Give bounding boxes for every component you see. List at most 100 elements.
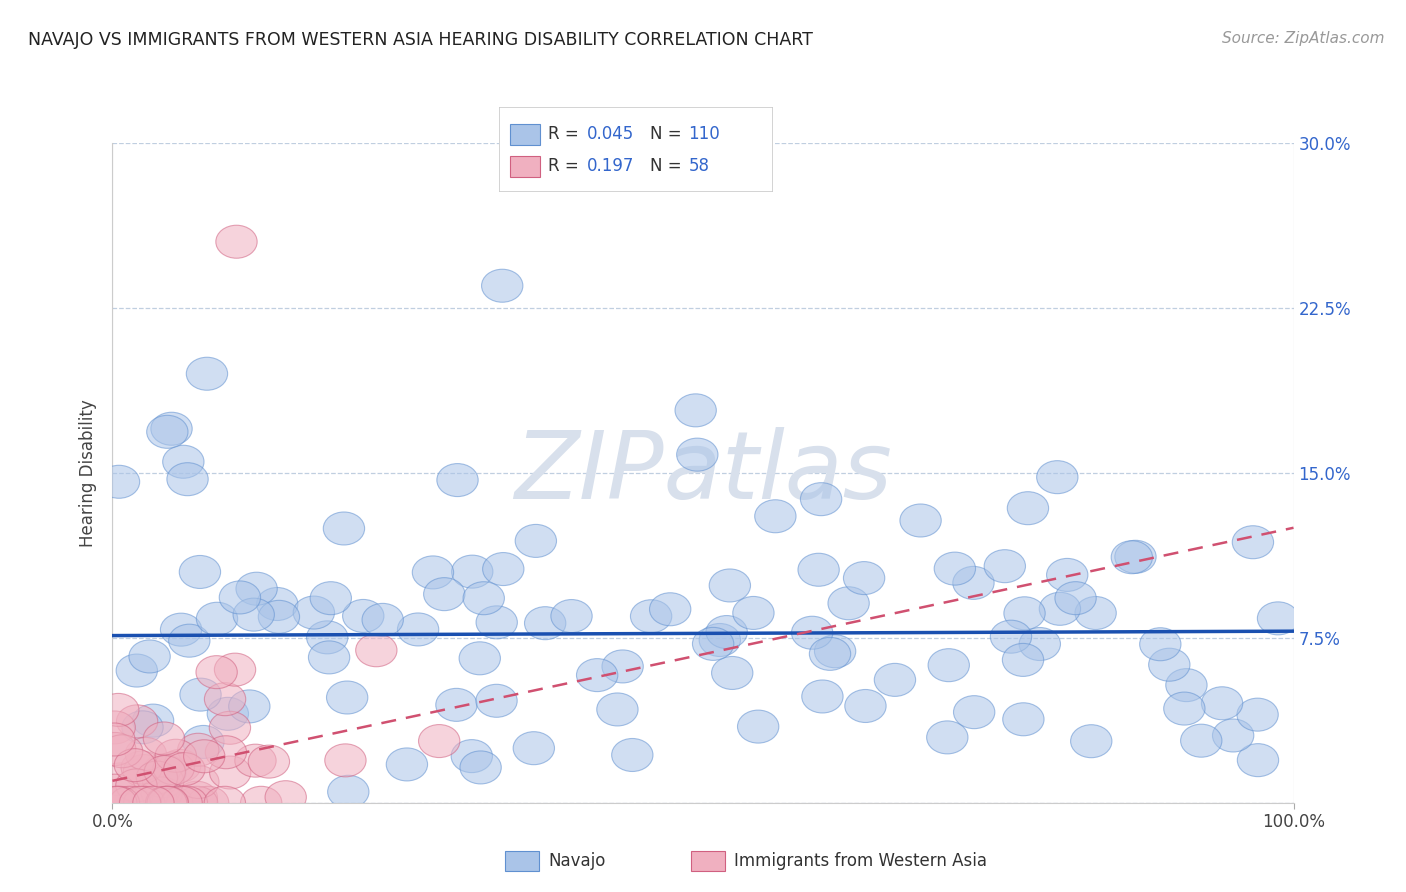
Ellipse shape [844,562,884,595]
Ellipse shape [103,787,143,819]
Bar [510,124,540,145]
Ellipse shape [166,787,208,819]
Ellipse shape [94,723,135,756]
Ellipse shape [482,552,524,585]
Ellipse shape [792,616,832,649]
Ellipse shape [219,581,260,614]
Ellipse shape [436,689,477,722]
Ellipse shape [307,621,347,654]
Ellipse shape [1237,744,1278,777]
Ellipse shape [176,787,218,819]
Ellipse shape [114,748,156,781]
Ellipse shape [145,756,187,789]
Ellipse shape [460,751,502,784]
Ellipse shape [875,664,915,697]
Ellipse shape [177,733,219,766]
Ellipse shape [1004,597,1045,630]
Ellipse shape [115,769,157,802]
Ellipse shape [477,606,517,639]
Ellipse shape [323,512,364,545]
Ellipse shape [177,765,219,798]
Ellipse shape [256,588,298,621]
Ellipse shape [828,587,869,620]
Ellipse shape [235,744,276,777]
Ellipse shape [121,751,162,784]
Ellipse shape [1076,597,1116,630]
Ellipse shape [524,607,565,640]
Ellipse shape [150,412,193,445]
Ellipse shape [1164,692,1205,725]
Ellipse shape [551,599,592,632]
Ellipse shape [308,640,350,673]
Ellipse shape [240,787,281,819]
Ellipse shape [328,775,368,808]
Ellipse shape [124,755,165,788]
Ellipse shape [934,552,976,585]
Ellipse shape [204,682,246,715]
Ellipse shape [101,735,143,768]
Ellipse shape [1257,602,1299,635]
Ellipse shape [1002,703,1045,736]
Ellipse shape [205,736,246,769]
Ellipse shape [153,752,194,785]
Ellipse shape [195,656,238,689]
Ellipse shape [132,787,174,819]
Ellipse shape [259,600,299,633]
Ellipse shape [845,690,886,723]
Ellipse shape [197,602,238,635]
Ellipse shape [180,678,221,711]
Ellipse shape [98,763,141,796]
Ellipse shape [184,739,225,772]
Ellipse shape [513,731,554,764]
Text: Navajo: Navajo [548,852,606,870]
Ellipse shape [169,624,209,657]
Ellipse shape [711,657,752,690]
Ellipse shape [799,553,839,586]
Ellipse shape [249,745,290,778]
Ellipse shape [699,624,741,657]
Ellipse shape [927,721,967,754]
Ellipse shape [120,787,160,819]
Ellipse shape [576,658,617,691]
Ellipse shape [214,653,256,686]
Ellipse shape [97,693,139,726]
Ellipse shape [217,226,257,259]
Ellipse shape [294,596,335,629]
Ellipse shape [167,463,208,496]
Ellipse shape [423,578,465,611]
Ellipse shape [96,787,136,819]
Ellipse shape [183,725,224,758]
Ellipse shape [145,756,186,789]
Ellipse shape [738,710,779,743]
Ellipse shape [709,569,751,602]
Ellipse shape [1111,541,1153,574]
Ellipse shape [266,780,307,814]
Ellipse shape [148,787,188,819]
Ellipse shape [207,698,249,731]
Ellipse shape [814,635,856,668]
Ellipse shape [602,650,644,683]
Ellipse shape [141,777,183,810]
Ellipse shape [125,738,166,771]
Ellipse shape [1036,460,1078,493]
Ellipse shape [1212,719,1254,752]
Ellipse shape [179,556,221,589]
Ellipse shape [209,756,250,789]
Ellipse shape [1140,628,1181,661]
Ellipse shape [984,549,1025,582]
Ellipse shape [187,787,229,819]
Ellipse shape [361,603,404,636]
Text: N =: N = [650,125,686,143]
Ellipse shape [159,749,201,782]
Ellipse shape [675,394,716,427]
Ellipse shape [1166,669,1208,702]
Ellipse shape [1039,592,1081,625]
Text: NAVAJO VS IMMIGRANTS FROM WESTERN ASIA HEARING DISABILITY CORRELATION CHART: NAVAJO VS IMMIGRANTS FROM WESTERN ASIA H… [28,31,813,49]
Ellipse shape [209,711,250,744]
Ellipse shape [94,774,136,807]
Ellipse shape [387,747,427,780]
Ellipse shape [1115,541,1156,574]
Ellipse shape [800,483,842,516]
Ellipse shape [419,724,460,757]
Ellipse shape [98,466,139,499]
